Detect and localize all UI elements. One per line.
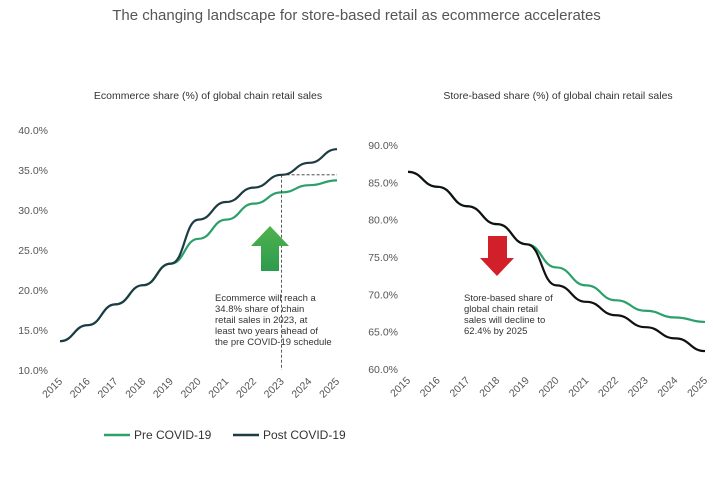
- y-tick-label: 80.0%: [368, 215, 398, 227]
- x-tick-label: 2016: [418, 375, 443, 400]
- y-tick-label: 70.0%: [368, 289, 398, 301]
- annotation-right-line: sales will decline to: [464, 315, 545, 326]
- x-tick-label: 2017: [96, 376, 121, 401]
- annotation-right-line: global chain retail: [464, 304, 538, 315]
- legend-label: Pre COVID-19: [134, 428, 212, 442]
- x-tick-label: 2020: [537, 375, 562, 400]
- annotation-left-line: retail sales in 2023, at: [215, 315, 308, 326]
- up-arrow-icon: [251, 226, 289, 271]
- annotation-left: Ecommerce will reach a 34.8% share of cha…: [215, 293, 332, 348]
- annotation-right: Store-based share of global chain retail s…: [464, 293, 553, 337]
- x-tick-label: 2018: [477, 375, 502, 400]
- x-tick-label: 2021: [566, 375, 591, 400]
- x-tick-label: 2024: [655, 375, 680, 400]
- x-tick-label: 2023: [262, 376, 287, 401]
- y-tick-label: 20.0%: [18, 285, 48, 297]
- annotation-left-line: Ecommerce will reach a: [215, 293, 317, 304]
- x-tick-label: 2025: [685, 375, 710, 400]
- x-tick-label: 2023: [626, 375, 651, 400]
- y-tick-label: 25.0%: [18, 245, 48, 257]
- main-title: The changing landscape for store-based r…: [112, 7, 601, 24]
- y-tick-label: 75.0%: [368, 252, 398, 264]
- x-tick-label: 2019: [151, 376, 176, 401]
- x-tick-label: 2020: [179, 376, 204, 401]
- x-tick-label: 2016: [68, 376, 93, 401]
- x-tick-label: 2018: [123, 376, 148, 401]
- annotation-left-line: 34.8% share of chain: [215, 304, 304, 315]
- chart-1-subtitle: Store-based share (%) of global chain re…: [443, 90, 672, 102]
- y-tick-label: 60.0%: [368, 364, 398, 376]
- x-tick-label: 2015: [40, 376, 65, 401]
- legend-label: Post COVID-19: [263, 428, 346, 442]
- y-tick-label: 10.0%: [18, 365, 48, 377]
- annotation-left-line: least two years ahead of: [215, 326, 318, 337]
- down-arrow-icon: [480, 236, 514, 276]
- y-tick-label: 90.0%: [368, 140, 398, 152]
- x-tick-label: 2015: [388, 375, 413, 400]
- series-line-1: [59, 148, 338, 343]
- x-tick-label: 2024: [289, 376, 314, 401]
- y-tick-label: 85.0%: [368, 177, 398, 189]
- x-tick-label: 2022: [234, 376, 259, 401]
- annotation-right-line: Store-based share of: [464, 293, 553, 304]
- x-tick-label: 2025: [317, 376, 342, 401]
- annotation-left-line: the pre COVID-19 schedule: [215, 337, 332, 348]
- annotation-right-line: 62.4% by 2025: [464, 326, 527, 337]
- x-tick-label: 2019: [507, 375, 532, 400]
- series-line-0: [407, 170, 706, 324]
- x-tick-label: 2021: [206, 376, 231, 401]
- y-tick-label: 30.0%: [18, 205, 48, 217]
- y-tick-label: 35.0%: [18, 165, 48, 177]
- chart-0-subtitle: Ecommerce share (%) of global chain reta…: [94, 90, 322, 102]
- x-tick-label: 2022: [596, 375, 621, 400]
- y-tick-label: 15.0%: [18, 325, 48, 337]
- x-tick-label: 2017: [448, 375, 473, 400]
- y-tick-label: 65.0%: [368, 327, 398, 339]
- series-line-1: [407, 170, 706, 353]
- y-tick-label: 40.0%: [18, 125, 48, 137]
